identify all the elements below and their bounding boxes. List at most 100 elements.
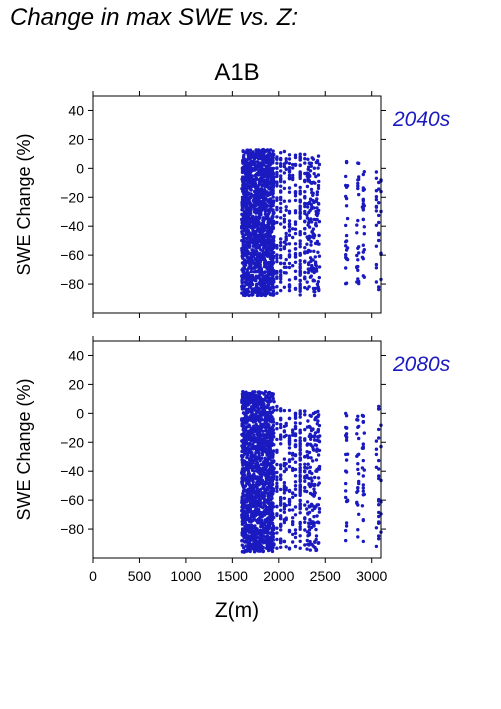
data-point [255, 519, 259, 523]
data-point [241, 161, 245, 165]
data-point [242, 477, 246, 481]
data-point [309, 164, 313, 168]
data-point [254, 283, 259, 288]
data-point [303, 528, 307, 532]
data-point [316, 280, 320, 284]
data-point [257, 229, 261, 234]
data-point [314, 209, 318, 214]
data-point [356, 467, 360, 472]
data-point [259, 200, 263, 205]
data-point [279, 463, 283, 467]
data-point [256, 269, 260, 273]
data-point [287, 440, 292, 444]
data-point [275, 478, 279, 482]
data-point [270, 293, 274, 297]
data-point [240, 212, 244, 216]
data-point [284, 159, 288, 164]
data-point [245, 517, 249, 521]
data-point [257, 274, 261, 278]
data-point [240, 508, 244, 513]
data-point [305, 171, 310, 175]
data-point [250, 478, 254, 482]
data-point [267, 430, 271, 435]
data-point [361, 539, 365, 544]
data-point [298, 284, 302, 288]
data-point [306, 205, 310, 209]
data-point [291, 166, 295, 170]
data-point [262, 526, 266, 530]
data-point [244, 479, 249, 483]
data-point [293, 474, 298, 478]
page-header: Change in max SWE vs. Z: [10, 4, 299, 31]
data-point [270, 521, 275, 526]
data-point [254, 203, 258, 208]
y-tick-label: −60 [60, 247, 84, 263]
data-point [309, 266, 313, 270]
data-point [242, 535, 246, 539]
data-point [247, 242, 252, 247]
data-point [303, 485, 307, 490]
data-point [249, 428, 253, 432]
data-point [254, 528, 258, 532]
data-point [257, 508, 261, 512]
data-point [317, 448, 322, 453]
data-point [258, 420, 262, 424]
data-point [298, 264, 302, 269]
data-point [272, 525, 276, 530]
data-point [260, 189, 264, 194]
data-point [272, 435, 276, 439]
data-point [268, 192, 273, 196]
data-point [267, 433, 271, 438]
data-point [248, 206, 252, 210]
data-point [245, 185, 249, 189]
data-point [293, 253, 298, 257]
data-point [248, 186, 252, 191]
data-point [310, 220, 314, 224]
data-point [240, 221, 244, 225]
data-point [356, 268, 360, 272]
data-point [258, 278, 263, 283]
data-point [377, 467, 381, 471]
data-point [362, 187, 366, 192]
data-point [287, 169, 292, 173]
data-point [315, 160, 320, 164]
data-point [308, 275, 313, 279]
data-point [267, 515, 272, 520]
data-point [361, 518, 365, 522]
data-point [374, 209, 379, 213]
data-point [293, 211, 298, 215]
data-point [316, 186, 321, 190]
data-point [250, 395, 255, 399]
data-point [293, 487, 298, 491]
data-point [287, 209, 292, 214]
data-point [249, 456, 253, 461]
data-point [254, 459, 258, 463]
data-point [275, 215, 279, 219]
data-point [293, 493, 298, 497]
data-point [306, 455, 310, 460]
period-label: 2080s [392, 353, 451, 376]
data-point [311, 411, 316, 416]
data-point [270, 239, 274, 243]
data-point [279, 176, 283, 181]
data-point [360, 255, 365, 259]
data-point [247, 442, 252, 446]
data-point [243, 405, 248, 409]
data-point [247, 251, 251, 255]
data-point [282, 149, 287, 154]
data-point [271, 475, 275, 480]
data-point [307, 165, 311, 169]
data-point [279, 244, 283, 248]
data-point [314, 537, 318, 542]
data-point [254, 507, 258, 512]
data-point [275, 404, 279, 409]
data-point [264, 464, 268, 468]
data-point [242, 285, 246, 289]
data-point [248, 152, 252, 157]
data-point [291, 235, 295, 240]
data-point [271, 208, 275, 212]
data-point [303, 454, 307, 459]
data-point [298, 485, 302, 490]
data-point [241, 267, 245, 271]
data-point [287, 416, 292, 420]
